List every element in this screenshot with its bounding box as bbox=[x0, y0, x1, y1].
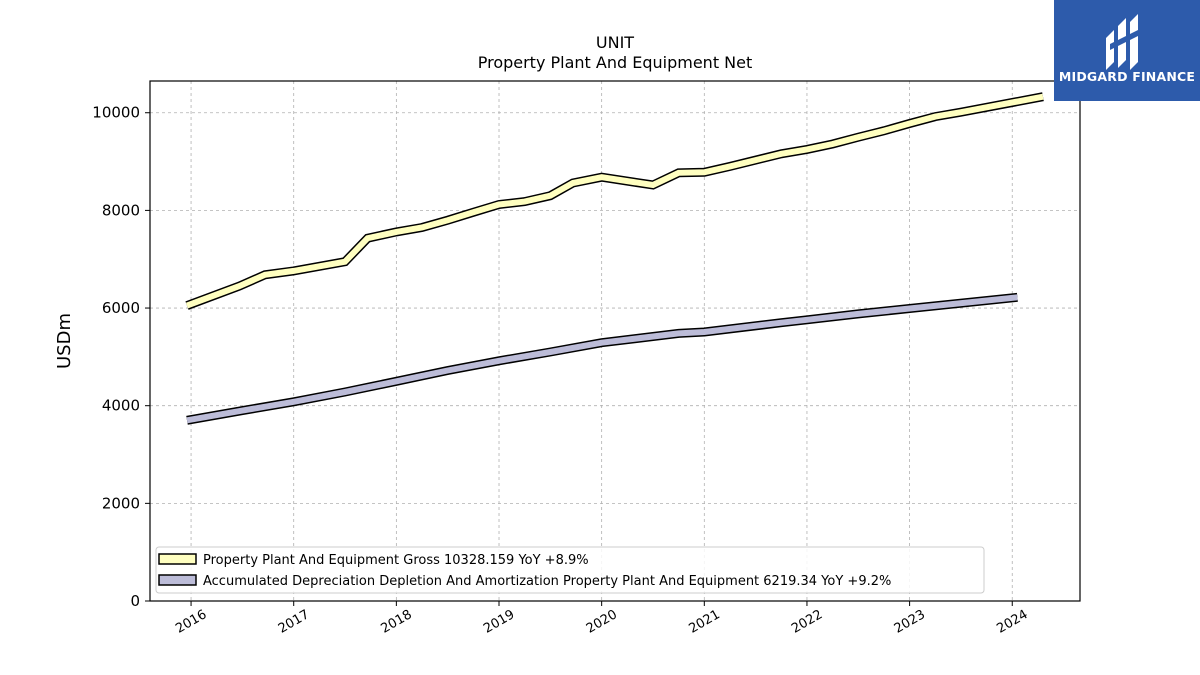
x-tick-label: 2023 bbox=[892, 607, 928, 637]
chart-subtitle: Property Plant And Equipment Net bbox=[477, 53, 753, 72]
y-tick-label: 4000 bbox=[102, 397, 140, 415]
y-tick-label: 0 bbox=[130, 592, 140, 610]
y-tick-label: 10000 bbox=[92, 104, 140, 122]
series-outline-1 bbox=[185, 92, 1044, 310]
x-tick-label: 2020 bbox=[584, 607, 620, 637]
y-axis-label: USDm bbox=[54, 313, 75, 369]
legend-label-2: Accumulated Depreciation Depletion And A… bbox=[203, 574, 891, 589]
brand-name: MIDGARD FINANCE bbox=[1058, 69, 1196, 84]
legend-swatch-1 bbox=[158, 553, 197, 565]
x-tick-label: 2021 bbox=[686, 607, 722, 637]
legend-swatch-2 bbox=[158, 574, 197, 586]
brand-logo: MIDGARD FINANCE bbox=[1054, 0, 1200, 101]
legend-label-1: Property Plant And Equipment Gross 10328… bbox=[203, 553, 589, 568]
x-tick-label: 2019 bbox=[481, 607, 517, 637]
x-tick-label: 2017 bbox=[276, 607, 312, 637]
brand-mark-icon bbox=[1106, 14, 1142, 70]
series-outline-2 bbox=[186, 292, 1018, 425]
legend-box bbox=[155, 546, 985, 594]
series-line-2 bbox=[186, 294, 1018, 424]
x-tick-label: 2016 bbox=[173, 607, 209, 637]
y-tick-label: 8000 bbox=[102, 201, 140, 219]
y-tick-label: 6000 bbox=[102, 299, 140, 317]
plot-frame bbox=[149, 80, 1081, 602]
y-tick-label: 2000 bbox=[102, 494, 140, 512]
x-tick-label: 2022 bbox=[789, 607, 825, 637]
x-tick-label: 2018 bbox=[379, 607, 415, 637]
x-tick-label: 2024 bbox=[994, 607, 1030, 637]
series-line-1 bbox=[185, 93, 1044, 309]
chart-title: UNIT bbox=[595, 33, 635, 52]
